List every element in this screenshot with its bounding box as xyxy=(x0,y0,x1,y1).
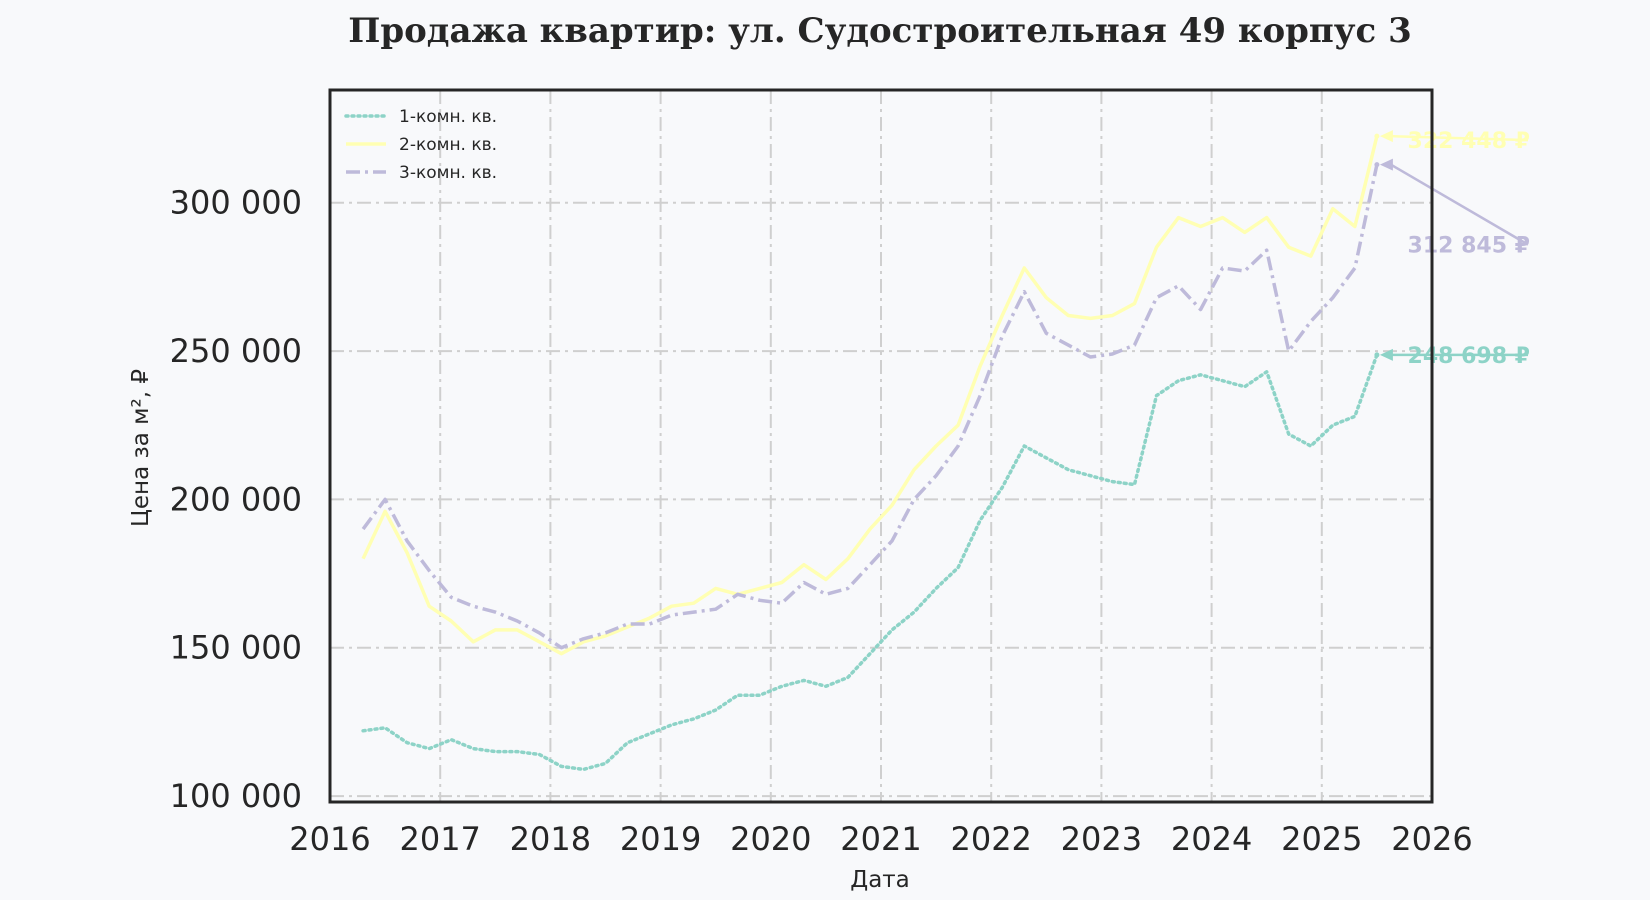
chart-title: Продажа квартир: ул. Судостроительная 49… xyxy=(348,11,1412,51)
x-tick-label: 2016 xyxy=(289,820,370,858)
x-tick-label: 2021 xyxy=(840,820,921,858)
series-lines xyxy=(361,133,1380,772)
end-annotations: 248 698 ₽ 322 448 ₽ 312 845 ₽ xyxy=(1379,129,1530,369)
y-tick-label: 150 000 xyxy=(170,629,302,667)
series-end-point-3 xyxy=(1374,162,1380,168)
series-line-3 xyxy=(361,164,1379,650)
grid xyxy=(330,90,1432,802)
y-tick-label: 200 000 xyxy=(170,480,302,518)
x-tick-label: 2018 xyxy=(510,820,591,858)
axis-ticks: 2016 2017 2018 2019 2020 2021 2022 2023 2024 2025… xyxy=(170,184,1473,858)
series-end-point-1 xyxy=(1374,352,1380,358)
annotation-arrowhead-1 xyxy=(1379,348,1393,361)
legend-label-3: 3-комн. кв. xyxy=(399,163,497,183)
legend-label-1: 1-комн. кв. xyxy=(399,107,497,127)
annotation-arrowhead-2 xyxy=(1379,130,1393,143)
series-end-point-2 xyxy=(1374,133,1380,139)
plot-frame xyxy=(328,88,1434,804)
x-tick-label: 2024 xyxy=(1171,820,1252,858)
x-tick-label: 2023 xyxy=(1061,820,1142,858)
y-axis-label: Цена за м², ₽ xyxy=(128,369,154,527)
annotation-arrowhead-3 xyxy=(1379,158,1393,171)
x-tick-label: 2025 xyxy=(1281,820,1362,858)
x-tick-label: 2022 xyxy=(950,820,1031,858)
end-value-label-3: 312 845 ₽ xyxy=(1408,234,1530,259)
legend: 1-комн. кв. 2-комн. кв. 3-комн. кв. xyxy=(344,107,497,183)
x-tick-label: 2019 xyxy=(620,820,701,858)
series-line-1 xyxy=(361,353,1379,772)
annotation-arrow-3 xyxy=(1390,163,1529,246)
annotation-arrow-2 xyxy=(1390,134,1529,142)
x-tick-label: 2020 xyxy=(730,820,811,858)
y-tick-label: 100 000 xyxy=(170,777,302,815)
x-axis-label: Дата xyxy=(850,867,910,893)
end-value-label-2: 322 448 ₽ xyxy=(1408,129,1530,154)
y-tick-label: 300 000 xyxy=(170,184,302,222)
y-tick-label: 250 000 xyxy=(170,332,302,370)
x-tick-label: 2026 xyxy=(1391,820,1472,858)
series-line-2 xyxy=(361,135,1379,656)
x-tick-label: 2017 xyxy=(399,820,480,858)
legend-label-2: 2-комн. кв. xyxy=(399,135,497,155)
end-value-label-1: 248 698 ₽ xyxy=(1408,344,1530,369)
